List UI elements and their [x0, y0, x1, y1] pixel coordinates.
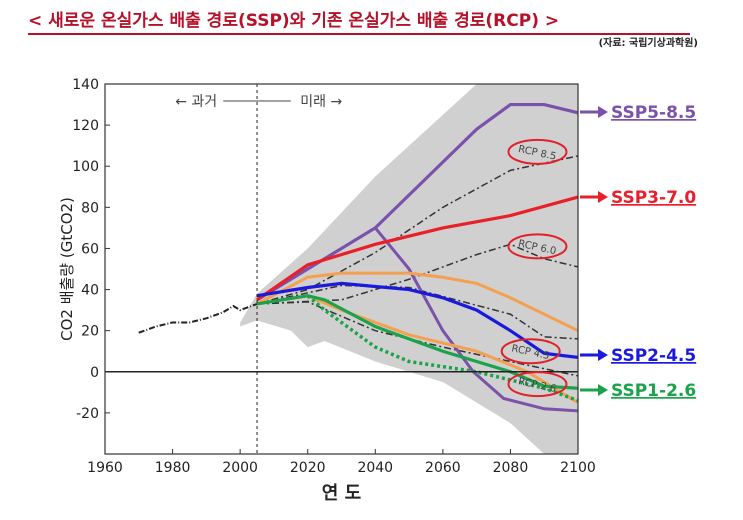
- ssp-line: [256, 195, 578, 302]
- y-axis-label: CO2 배출량 (GtCO2): [58, 197, 76, 341]
- x-tick-label: 2060: [425, 460, 461, 476]
- y-tick-label: 80: [81, 200, 99, 216]
- legend-label: SSP2-4.5: [611, 346, 696, 366]
- x-tick-label: 2080: [493, 460, 529, 476]
- scenario-line: [306, 294, 578, 403]
- ssp-line: [256, 281, 578, 359]
- ssp-line: [256, 294, 578, 390]
- y-tick-label: 40: [81, 283, 99, 299]
- y-tick-label: 140: [72, 77, 99, 93]
- rcp-label-circle: [507, 233, 568, 260]
- x-tick-label: 2000: [222, 460, 258, 476]
- ssp-line: [256, 102, 578, 302]
- x-tick-label: 2100: [560, 460, 596, 476]
- scenario-envelope: [240, 84, 578, 454]
- y-tick-label: 120: [72, 118, 99, 134]
- arrowhead-icon: [598, 191, 608, 203]
- x-tick-label: 2040: [357, 460, 393, 476]
- y-tick-label: 20: [81, 324, 99, 340]
- rcp-line: [257, 301, 578, 377]
- legend-label: SSP3-7.0: [611, 188, 696, 208]
- y-tick-label: -20: [76, 406, 99, 422]
- rcp-line: [256, 155, 578, 305]
- x-axis-label: 연 도: [322, 483, 361, 504]
- rcp-label-circle: [507, 371, 568, 398]
- page-title: < 새로운 온실가스 배출 경로(SSP)와 기존 온실가스 배출 경로(RCP…: [28, 6, 690, 35]
- arrowhead-icon: [598, 106, 608, 118]
- arrowhead-icon: [598, 384, 608, 396]
- rcp-line: [256, 243, 578, 305]
- x-tick-label: 2020: [290, 460, 326, 476]
- y-tick-label: 60: [81, 241, 99, 257]
- past-annotation: ← 과거: [175, 94, 217, 110]
- legend-label: SSP5-8.5: [611, 103, 696, 123]
- rcp-line: [256, 284, 578, 340]
- historical-line: [138, 303, 258, 334]
- x-tick-label: 1980: [155, 460, 191, 476]
- rcp-label-circle: [507, 138, 568, 165]
- future-annotation: 미래 →: [300, 94, 342, 110]
- plot-area: [138, 84, 578, 454]
- x-tick-label: 1960: [87, 460, 123, 476]
- arrowhead-icon: [598, 349, 608, 361]
- scenario-line: [256, 271, 578, 333]
- plot-frame: [104, 83, 579, 455]
- legend-label: SSP1-2.6: [611, 381, 696, 401]
- y-tick-label: 100: [72, 159, 99, 175]
- source-note: (자료: 국립기상과학원): [598, 38, 698, 49]
- y-tick-label: 0: [90, 365, 99, 381]
- rcp-label-circle: [500, 338, 561, 365]
